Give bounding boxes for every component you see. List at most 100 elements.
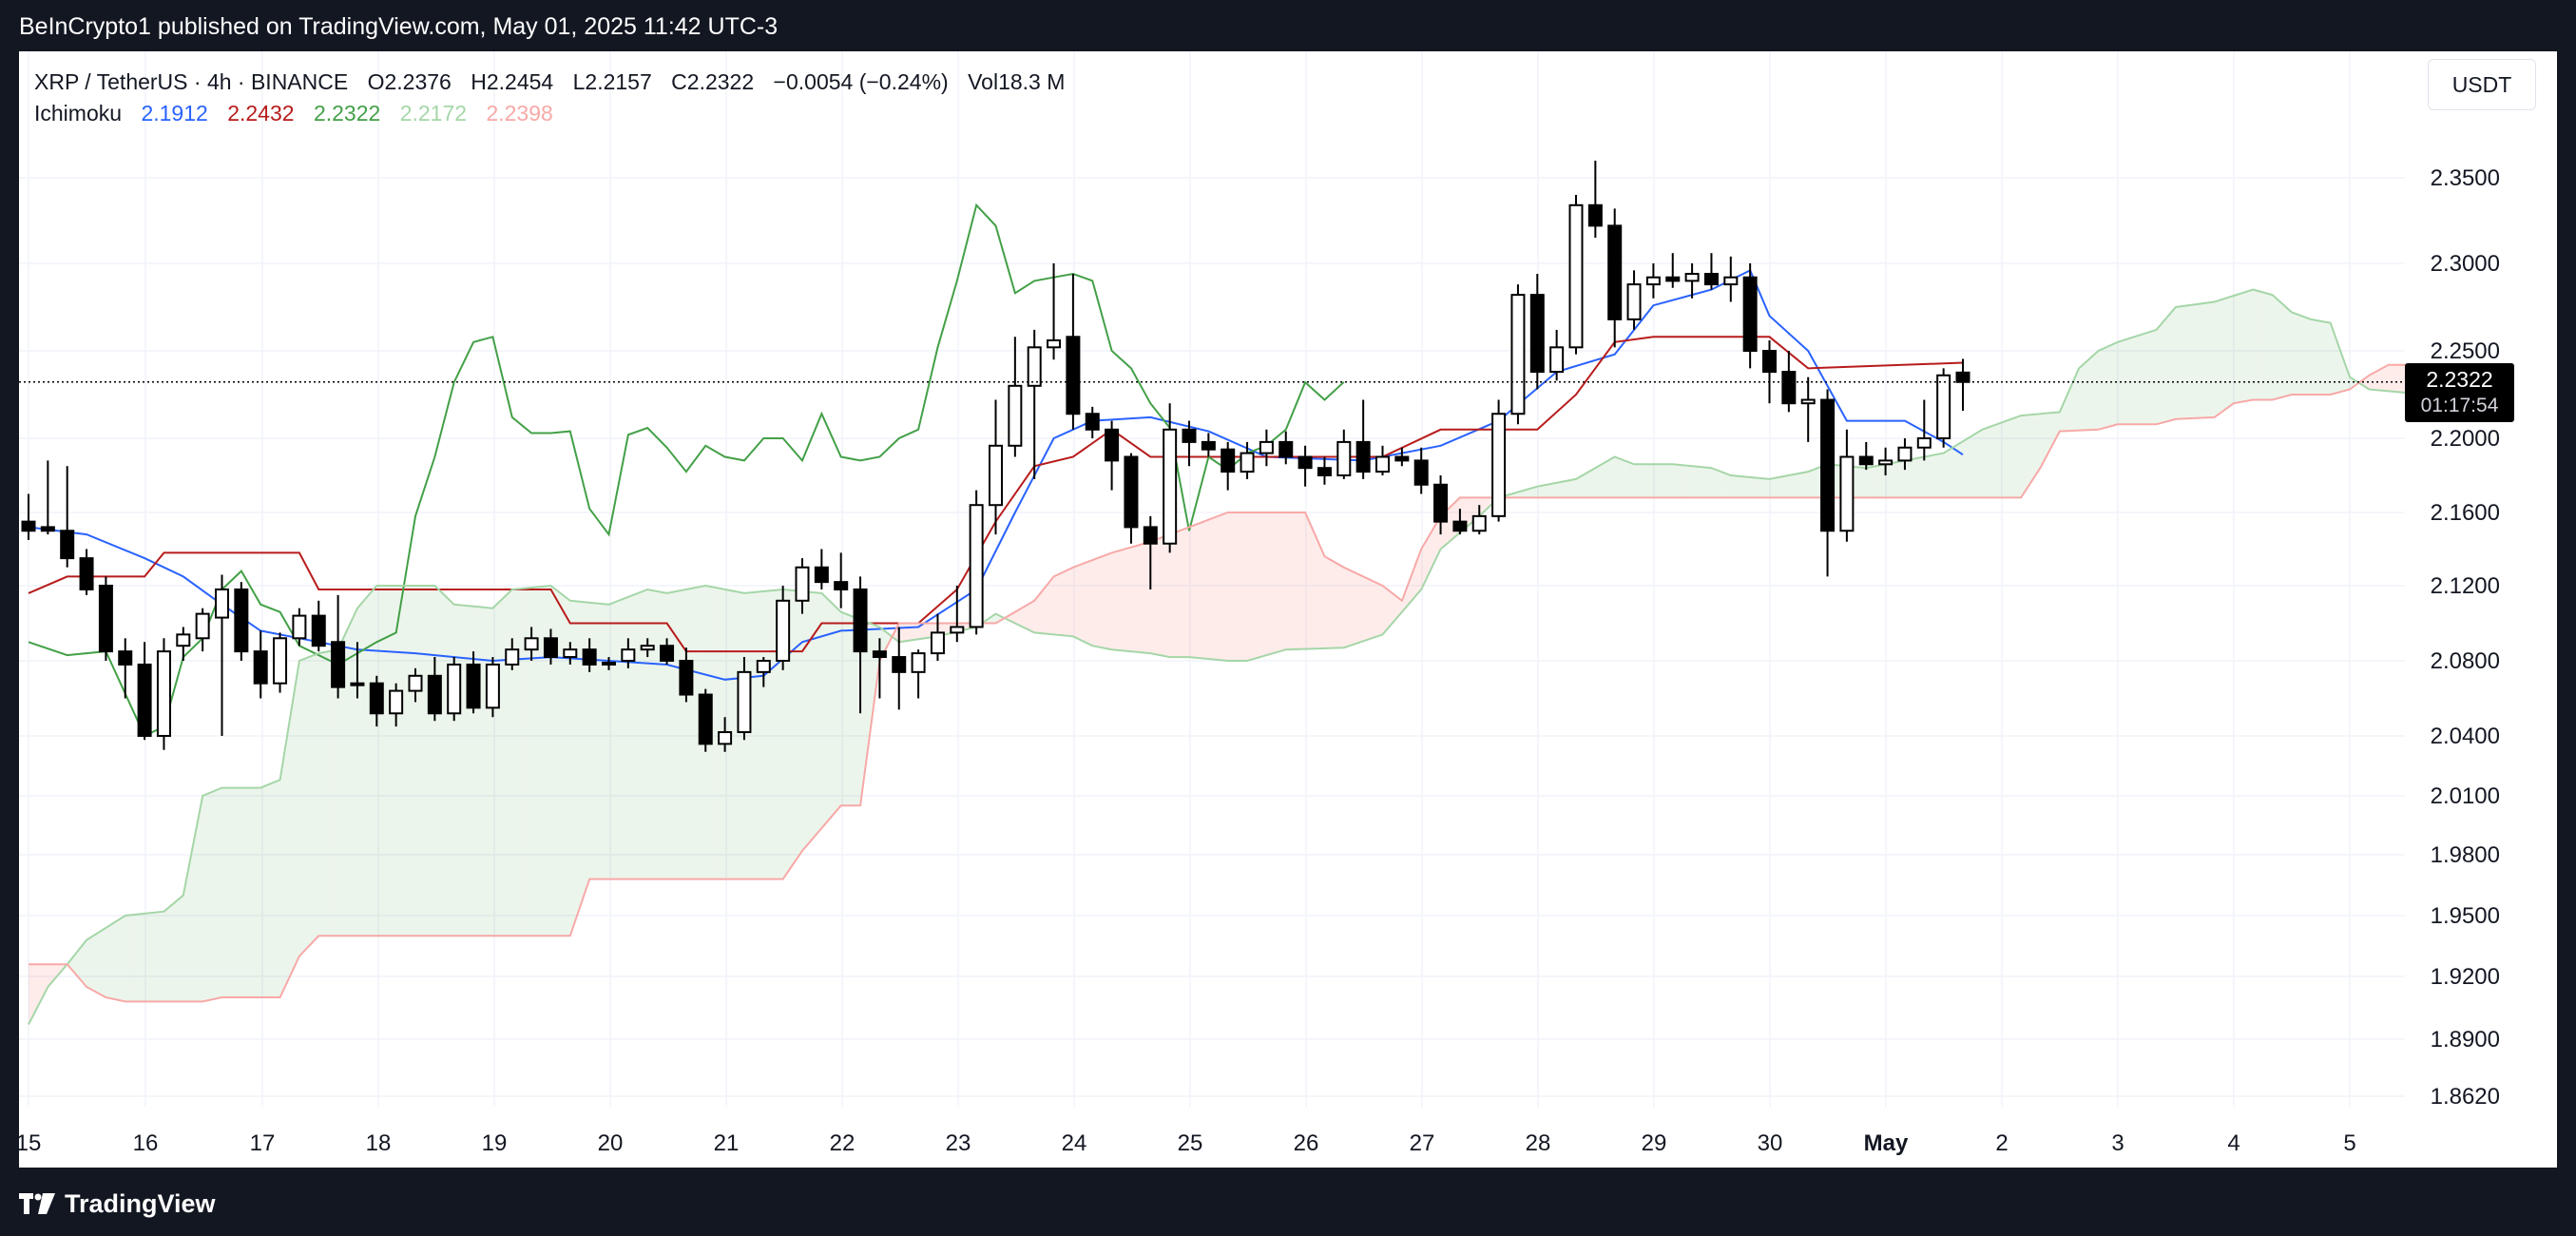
candle — [892, 627, 907, 710]
cloud-bullish-segment — [2339, 350, 2350, 393]
candle — [21, 493, 36, 540]
cloud-bullish-segment — [2021, 415, 2031, 498]
cloud-bullish-segment — [1614, 456, 1624, 498]
cloud-bullish-segment — [608, 600, 619, 879]
cloud-bullish-segment — [1711, 468, 1721, 498]
candle — [1491, 399, 1507, 522]
cloud-bearish-segment — [1227, 512, 1238, 661]
candle — [853, 576, 868, 714]
cloud-bullish-segment — [782, 589, 793, 879]
cloud-bullish-segment — [1672, 464, 1682, 498]
candle-body-down — [679, 660, 694, 696]
cloud-bullish-segment — [2030, 414, 2041, 483]
cloud-bullish-segment — [1963, 435, 1973, 498]
candle — [1510, 284, 1526, 425]
cloud-bearish-segment — [1295, 512, 1306, 649]
x-tick-label: 18 — [366, 1130, 392, 1156]
y-axis: 2.3500 2.3000 2.2500 2.2000 2.1600 2.1200 2.08… — [2431, 165, 2500, 1110]
cloud-bullish-segment — [2272, 295, 2282, 400]
cloud-bullish-segment — [743, 591, 755, 879]
candle-body-down — [1355, 440, 1371, 473]
x-tick-label: 29 — [1642, 1130, 1667, 1156]
cloud-bullish-segment — [144, 912, 155, 1002]
candle — [1897, 438, 1913, 471]
cloud-bullish-segment — [2233, 292, 2244, 404]
cloud-bullish-segment — [1586, 468, 1596, 498]
candle — [1723, 256, 1739, 302]
cloud-bullish-segment — [860, 619, 871, 806]
cloud-bullish-segment — [212, 787, 222, 1000]
indicator-name[interactable]: Ichimoku — [34, 101, 123, 126]
candle — [118, 638, 133, 699]
candle — [1066, 274, 1081, 430]
candle-body-up — [737, 670, 752, 734]
cloud-bullish-segment — [2156, 318, 2166, 425]
y-tick-label: 1.9800 — [2431, 842, 2500, 868]
cloud-bullish-segment — [599, 603, 609, 879]
candle-body-up — [156, 650, 171, 737]
cloud-bearish-segment — [918, 623, 929, 640]
candle — [1452, 509, 1468, 535]
publish-info-text: BeInCrypto1 published on TradingView.com… — [19, 13, 779, 40]
candle-body-up — [930, 631, 945, 655]
candle — [1221, 441, 1236, 491]
candle — [60, 466, 75, 568]
candle — [756, 657, 771, 687]
candle-body-down — [1298, 455, 1313, 470]
cloud-bearish-segment — [1005, 611, 1015, 624]
cloud-bearish-segment — [1382, 586, 1393, 635]
candle-body-down — [1858, 455, 1874, 466]
cloud-bullish-segment — [1875, 464, 1886, 498]
cloud-bearish-segment — [48, 964, 58, 987]
cloud-bearish-segment — [1160, 534, 1170, 658]
cloud-bullish-segment — [1808, 468, 1818, 498]
cloud-bullish-segment — [1769, 476, 1779, 498]
cloud-bullish-segment — [647, 589, 658, 879]
price-chart[interactable]: 2.3500 2.3000 2.2500 2.2000 2.1600 2.1200 2.08… — [19, 51, 2557, 1168]
low-value: 2.2157 — [585, 69, 652, 94]
candle-body-down — [1820, 398, 1836, 532]
cloud-bearish-segment — [889, 623, 899, 643]
cloud-bullish-segment — [260, 783, 271, 997]
cloud-bullish-segment — [1595, 462, 1605, 498]
y-tick-label: 1.9500 — [2431, 903, 2500, 929]
leading-span-b-line — [29, 363, 2447, 1003]
tradingview-logo[interactable]: TradingView — [19, 1188, 216, 1219]
candle — [1607, 208, 1623, 348]
currency-button[interactable]: USDT — [2428, 59, 2536, 110]
candle — [969, 490, 984, 635]
candle — [834, 552, 849, 608]
cloud-bullish-segment — [1740, 475, 1751, 498]
cloud-bullish-segment — [2126, 336, 2138, 425]
cloud-bullish-segment — [1624, 460, 1635, 498]
candle — [1529, 274, 1545, 390]
chart-panel[interactable]: 2.3500 2.3000 2.2500 2.2000 2.1600 2.1200 2.08… — [19, 51, 2557, 1168]
cloud-bullish-segment — [1566, 478, 1576, 498]
cloud-bearish-segment — [1257, 512, 1267, 659]
candle-body-down — [1433, 483, 1449, 523]
cloud-bullish-segment — [763, 589, 774, 879]
cloud-bullish-segment — [657, 590, 667, 879]
cloud-bullish-segment — [2001, 418, 2011, 498]
candle — [1936, 368, 1951, 448]
candle-body-down — [872, 650, 887, 659]
candle — [660, 638, 675, 665]
cloud-bullish-segment — [754, 590, 764, 879]
x-tick-label: 30 — [1758, 1130, 1783, 1156]
candle-body-up — [195, 612, 210, 640]
candle — [292, 608, 307, 647]
symbol-label[interactable]: XRP / TetherUS · 4h · BINANCE — [34, 69, 349, 94]
x-axis: 15 16 17 18 19 20 21 22 23 24 25 26 27 28 29 30 May 2 3 4 5 — [19, 1130, 2356, 1156]
cloud-bearish-segment — [1412, 549, 1422, 601]
candle — [1742, 263, 1758, 369]
cloud-bullish-segment — [1547, 482, 1557, 498]
candle-body-down — [427, 674, 442, 715]
candle — [485, 657, 500, 718]
cloud-bearish-segment — [1063, 567, 1073, 637]
candle-body-up — [1839, 455, 1855, 532]
candle — [950, 586, 965, 643]
candle — [1355, 399, 1371, 479]
cloud-bullish-segment — [337, 628, 348, 937]
cloud-bullish-segment — [2223, 296, 2234, 411]
candle — [1413, 447, 1429, 494]
